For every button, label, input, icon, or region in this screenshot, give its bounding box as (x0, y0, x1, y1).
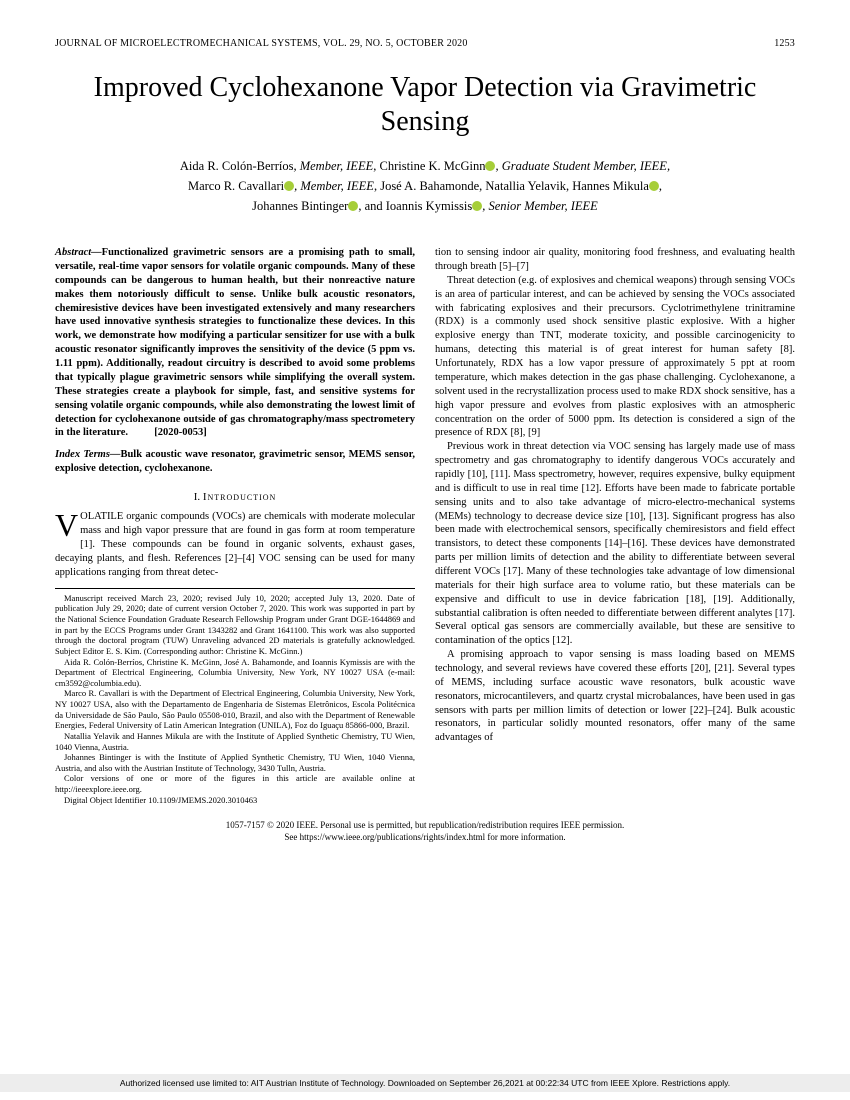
index-terms-block: Index Terms—Bulk acoustic wave resonator… (55, 448, 415, 476)
author-name: Marco R. Cavallari (188, 179, 284, 193)
author-role: , Member, IEEE (294, 179, 374, 193)
author-name: Johannes Bintinger (252, 199, 348, 213)
author-block: Aida R. Colón-Berríos, Member, IEEE, Chr… (55, 156, 795, 216)
footnote-affiliation: Aida R. Colón-Berríos, Christine K. McGi… (55, 657, 415, 689)
index-terms-label: Index Terms— (55, 449, 120, 460)
copyright-line: 1057-7157 © 2020 IEEE. Personal use is p… (226, 820, 625, 830)
orcid-icon (284, 181, 294, 191)
journal-header: JOURNAL OF MICROELECTROMECHANICAL SYSTEM… (55, 38, 468, 49)
left-column: Abstract—Functionalized gravimetric sens… (55, 246, 415, 805)
running-header: JOURNAL OF MICROELECTROMECHANICAL SYSTEM… (55, 38, 795, 49)
abstract-text: Functionalized gravimetric sensors are a… (55, 247, 415, 438)
article-title: Improved Cyclohexanone Vapor Detection v… (55, 71, 795, 138)
intro-text: OLATILE organic compounds (VOCs) are che… (55, 511, 415, 577)
footnote-affiliation: Marco R. Cavallari is with the Departmen… (55, 688, 415, 731)
body-paragraph: Threat detection (e.g. of explosives and… (435, 274, 795, 440)
copyright-footer: 1057-7157 © 2020 IEEE. Personal use is p… (55, 820, 795, 843)
orcid-icon (348, 201, 358, 211)
orcid-icon (472, 201, 482, 211)
body-paragraph: A promising approach to vapor sensing is… (435, 648, 795, 745)
copyright-line: See https://www.ieee.org/publications/ri… (284, 832, 565, 842)
page-number: 1253 (774, 38, 795, 49)
footnote-affiliation: Natallia Yelavik and Hannes Mikula are w… (55, 731, 415, 752)
footnote-manuscript: Manuscript received March 23, 2020; revi… (55, 593, 415, 657)
section-numeral: I. (194, 491, 200, 503)
doc-number: [2020-0053] (154, 427, 207, 438)
author-name: , José A. Bahamonde, Natallia Yelavik, H… (374, 179, 649, 193)
body-paragraph: tion to sensing indoor air quality, moni… (435, 246, 795, 274)
author-role: , Member, IEEE (293, 159, 373, 173)
intro-paragraph: VOLATILE organic compounds (VOCs) are ch… (55, 510, 415, 579)
license-bar: Authorized licensed use limited to: AIT … (0, 1074, 850, 1092)
footnote-doi: Digital Object Identifier 10.1109/JMEMS.… (55, 795, 415, 806)
drop-cap: V (55, 510, 80, 538)
abstract-label: Abstract— (55, 247, 102, 258)
author-name: , Christine K. McGinn (373, 159, 485, 173)
orcid-icon (649, 181, 659, 191)
footnote-block: Manuscript received March 23, 2020; revi… (55, 588, 415, 806)
author-role: , Graduate Student Member, IEEE, (495, 159, 670, 173)
author-role: , Senior Member, IEEE (482, 199, 598, 213)
right-column: tion to sensing indoor air quality, moni… (435, 246, 795, 805)
orcid-icon (485, 161, 495, 171)
body-paragraph: Previous work in threat detection via VO… (435, 440, 795, 648)
author-name: , and Ioannis Kymissis (358, 199, 472, 213)
section-heading: I. Introduction (55, 490, 415, 505)
author-name: Aida R. Colón-Berríos (180, 159, 294, 173)
section-title: Introduction (203, 491, 276, 503)
footnote-color-versions: Color versions of one or more of the fig… (55, 773, 415, 794)
footnote-affiliation: Johannes Bintinger is with the Institute… (55, 752, 415, 773)
abstract-block: Abstract—Functionalized gravimetric sens… (55, 246, 415, 440)
